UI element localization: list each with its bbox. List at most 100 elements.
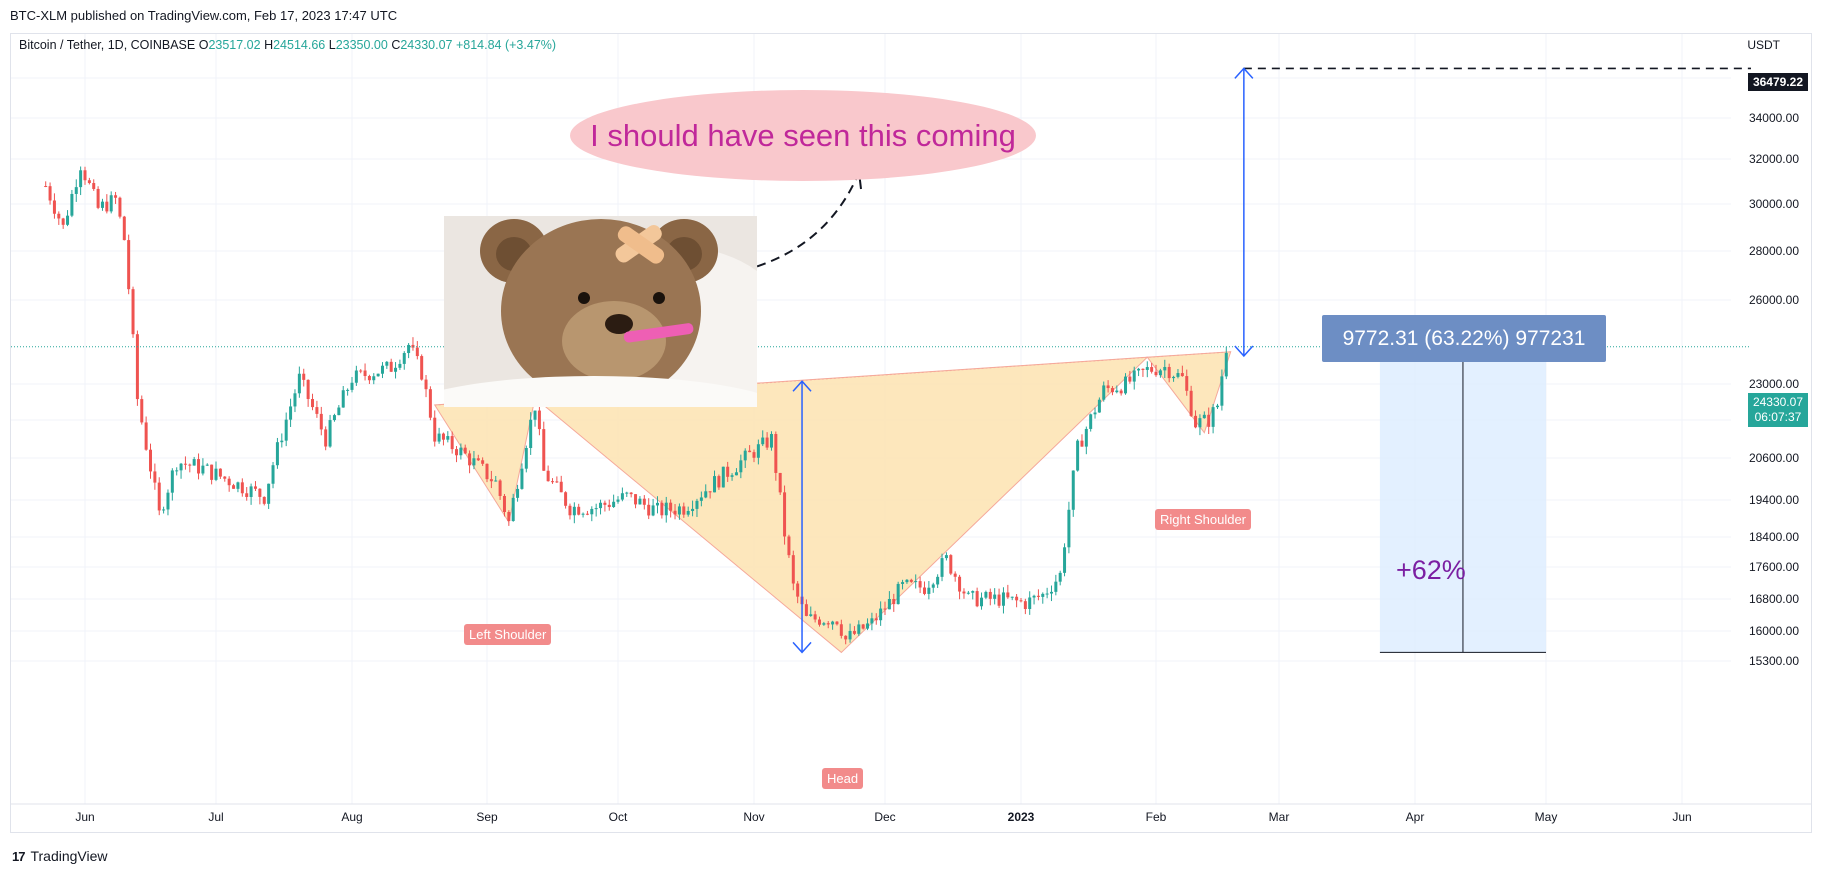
footer-brand: 17 TradingView [12,848,108,864]
candle-body [997,594,1001,606]
candle-body [476,458,480,461]
candle-body [1019,600,1023,602]
candle-body [1115,390,1119,393]
candle-body [739,460,743,473]
candle-body [813,614,817,620]
candle-body [1001,592,1005,606]
candle-body [1102,385,1106,400]
candle-body [398,363,402,368]
candle-body [223,476,227,479]
candle-body [585,513,589,515]
candle-body [284,419,288,441]
x-tick-label: Jun [75,810,94,824]
candle-body [822,623,826,625]
candle-body [1194,415,1198,428]
candle-body [459,447,463,456]
candle-body [765,437,769,448]
candle-body [83,170,87,181]
y-tick-label: 16800.00 [1749,592,1799,606]
candle-body [205,464,209,466]
candle-body [944,555,948,559]
candle-body [852,630,856,634]
candle-body [354,370,358,383]
x-tick-label: May [1535,810,1558,824]
candle-body [542,429,546,471]
candle-body [363,370,367,377]
candle-body [424,379,428,390]
candle-body [258,488,262,497]
candle-body [280,440,284,443]
candle-body [590,508,594,515]
candle-body [275,442,279,466]
candle-body [109,195,113,212]
candle-body [546,470,550,482]
right-shoulder-shape [1146,351,1232,434]
candle-body [1202,414,1206,419]
candle-body [887,598,891,610]
chart-area[interactable]: 15300.00 16000.00 16800.00 17600.00 18400.00… [10,33,1812,833]
candle-body [92,183,96,189]
candle-body [1015,596,1019,601]
candle-body [135,334,139,400]
candle-body [778,472,782,493]
candle-body [769,434,773,448]
candle-body [866,623,870,629]
candle-body [909,579,913,582]
candle-body [603,502,607,505]
candle-body [704,491,708,498]
candle-body [450,436,454,450]
y-tick-label: 26000.00 [1749,293,1799,307]
candle-body [971,591,975,593]
candle-body [437,433,441,442]
published-line: BTC-XLM published on TradingView.com, Fe… [10,8,398,23]
candle-body [953,573,957,577]
candle-body [594,508,598,510]
candle-body [835,621,839,625]
candle-body [1036,595,1040,597]
candle-body [1128,376,1132,382]
candle-body [796,583,800,597]
price-chart[interactable]: 15300.00 16000.00 16800.00 17600.00 18400.00… [11,34,1811,832]
candle-body [1176,373,1180,377]
candle-body [267,483,271,504]
candle-body [844,635,848,640]
candle-body [1154,371,1158,376]
y-tick-label: 16000.00 [1749,624,1799,638]
candle-body [197,459,201,474]
candle-body [726,466,730,477]
candle-body [293,393,297,407]
candle-body [1010,596,1014,598]
candle-body [96,188,100,208]
candle-body [1084,428,1088,447]
candle-body [498,480,502,496]
candle-body [253,486,257,489]
candle-body [302,373,306,380]
candle-body [118,197,122,217]
percent-label: +62% [1396,555,1466,585]
candle-body [140,399,144,423]
y-axis: 15300.00 16000.00 16800.00 17600.00 18400.00… [1749,71,1799,668]
candle-body [415,347,419,357]
candle-body [1137,368,1141,371]
candle-body [651,505,655,516]
x-tick-label: 2023 [1008,810,1035,824]
candle-body [958,576,962,592]
left-shoulder-shape [433,397,536,524]
candle-body [870,618,874,624]
candle-body [1006,592,1010,598]
y-tick-label: 30000.00 [1749,197,1799,211]
candle-body [1032,595,1036,598]
candle-body [372,376,376,381]
candle-body [105,201,109,212]
candle-body [1189,390,1193,416]
candle-body [332,415,336,421]
candle-body [905,579,909,583]
candle-body [1216,405,1219,408]
x-tick-label: Oct [609,810,628,824]
candle-body [376,373,380,377]
candle-body [629,492,633,495]
candle-body [441,433,445,440]
candle-body [162,509,166,511]
candle-body [1067,509,1071,548]
candle-body [831,621,835,625]
